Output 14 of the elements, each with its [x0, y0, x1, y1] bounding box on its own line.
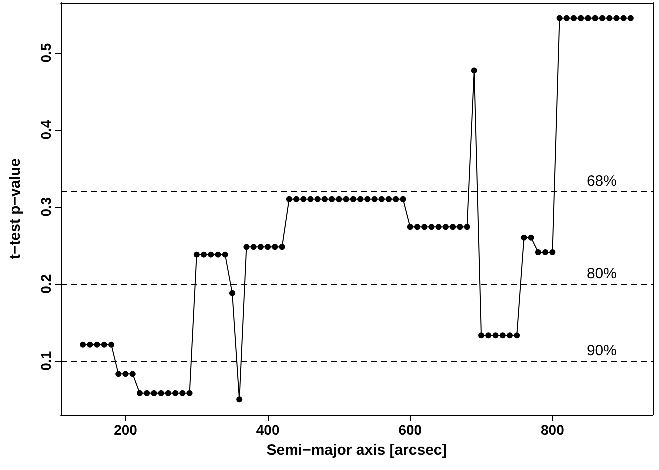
x-axis-title: Semi−major axis [arcsec]: [266, 442, 448, 459]
y-axis-title: t−test p−value: [7, 158, 24, 260]
annotation: 90%: [586, 342, 617, 360]
y-tick-label: 0.1: [38, 351, 54, 371]
y-tick-label: 0.4: [38, 120, 54, 140]
annotation: 80%: [586, 266, 617, 283]
y-tick-label: 0.5: [38, 43, 54, 63]
x-tick-label: 200: [114, 422, 138, 438]
x-tick-label: 800: [540, 422, 565, 438]
annotation: 68%: [586, 173, 617, 190]
y-tick-label: 0.2: [38, 274, 54, 294]
x-tick-label: 400: [256, 422, 280, 438]
x-tick-label: 600: [398, 422, 422, 438]
y-tick-label: 0.3: [38, 197, 54, 217]
